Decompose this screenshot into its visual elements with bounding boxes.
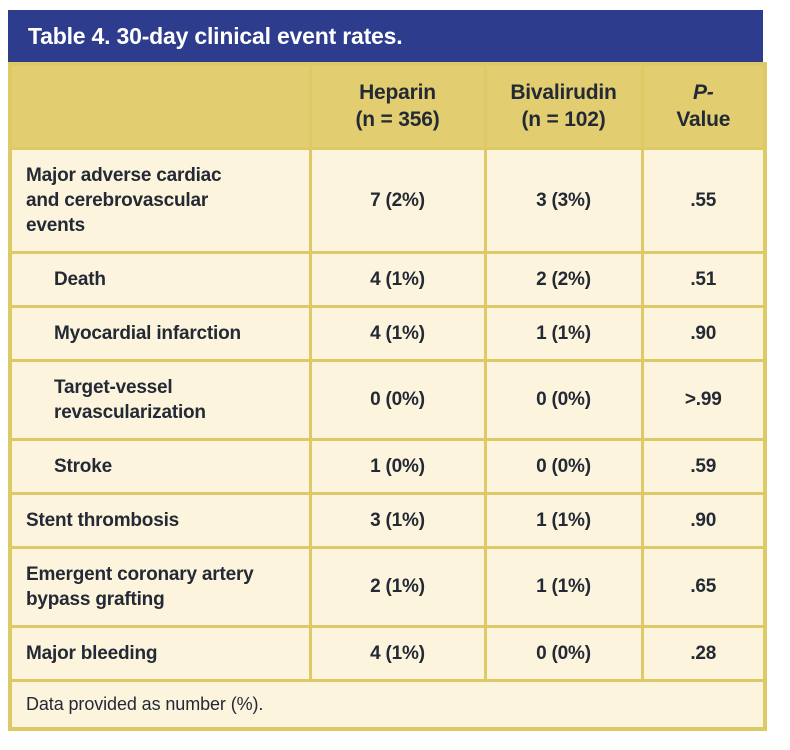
col-header-bivalirudin-name: Bivalirudin: [510, 81, 617, 105]
heparin-value: 4 (1%): [308, 304, 487, 362]
p-value: .28: [640, 624, 767, 682]
heparin-value: 4 (1%): [308, 624, 487, 682]
bivalirudin-value: 3 (3%): [483, 146, 644, 254]
col-header-pvalue: P- Value: [640, 62, 767, 150]
table-body: Major adverse cardiac and cerebrovascula…: [8, 146, 767, 682]
table-title: Table 4. 30-day clinical event rates.: [28, 22, 403, 49]
table-row: Stent thrombosis 3 (1%) 1 (1%) .90: [8, 491, 767, 549]
table-card: Table 4. 30-day clinical event rates. He…: [8, 10, 767, 731]
p-value: .55: [640, 146, 767, 254]
heparin-value: 1 (0%): [308, 437, 487, 495]
col-header-bivalirudin-n: (n = 102): [521, 108, 606, 132]
row-label: Target-vessel revascularization: [8, 358, 312, 441]
p-value: .65: [640, 545, 767, 628]
bivalirudin-value: 1 (1%): [483, 304, 644, 362]
row-label: Stent thrombosis: [8, 491, 312, 549]
table-title-bar: Table 4. 30-day clinical event rates.: [8, 10, 763, 62]
heparin-value: 2 (1%): [308, 545, 487, 628]
heparin-value: 4 (1%): [308, 250, 487, 308]
p-value: .59: [640, 437, 767, 495]
footnote: Data provided as number (%).: [8, 678, 767, 730]
table-row: Myocardial infarction 4 (1%) 1 (1%) .90: [8, 304, 767, 362]
p-value: .90: [640, 491, 767, 549]
col-header-pvalue-line2: Value: [676, 108, 731, 132]
bivalirudin-value: 0 (0%): [483, 437, 644, 495]
row-label: Stroke: [8, 437, 312, 495]
p-value: >.99: [640, 358, 767, 441]
col-header-bivalirudin: Bivalirudin (n = 102): [483, 62, 644, 150]
table-row: Major adverse cardiac and cerebrovascula…: [8, 146, 767, 254]
col-header-empty: [8, 62, 312, 150]
table-row: Emergent coronary artery bypass grafting…: [8, 545, 767, 628]
p-value: .51: [640, 250, 767, 308]
col-header-heparin-n: (n = 356): [355, 108, 440, 132]
footnote-row: Data provided as number (%).: [8, 678, 767, 730]
heparin-value: 3 (1%): [308, 491, 487, 549]
bivalirudin-value: 1 (1%): [483, 545, 644, 628]
header-row: Heparin (n = 356) Bivalirudin (n = 102) …: [8, 62, 767, 150]
bivalirudin-value: 0 (0%): [483, 358, 644, 441]
row-label: Death: [8, 250, 312, 308]
table-row: Death 4 (1%) 2 (2%) .51: [8, 250, 767, 308]
table-row: Stroke 1 (0%) 0 (0%) .59: [8, 437, 767, 495]
row-label: Emergent coronary artery bypass grafting: [8, 545, 312, 628]
col-header-heparin: Heparin (n = 356): [308, 62, 487, 150]
table-row: Target-vessel revascularization 0 (0%) 0 (…: [8, 358, 767, 441]
heparin-value: 7 (2%): [308, 146, 487, 254]
table-row: Major bleeding 4 (1%) 0 (0%) .28: [8, 624, 767, 682]
bivalirudin-value: 2 (2%): [483, 250, 644, 308]
heparin-value: 0 (0%): [308, 358, 487, 441]
col-header-pvalue-line1: P-: [692, 81, 714, 105]
row-label: Major bleeding: [8, 624, 312, 682]
row-label: Myocardial infarction: [8, 304, 312, 362]
row-label: Major adverse cardiac and cerebrovascula…: [8, 146, 312, 254]
col-header-heparin-name: Heparin: [359, 81, 436, 105]
p-value: .90: [640, 304, 767, 362]
bivalirudin-value: 0 (0%): [483, 624, 644, 682]
bivalirudin-value: 1 (1%): [483, 491, 644, 549]
clinical-event-rates-table: Heparin (n = 356) Bivalirudin (n = 102) …: [8, 62, 767, 731]
